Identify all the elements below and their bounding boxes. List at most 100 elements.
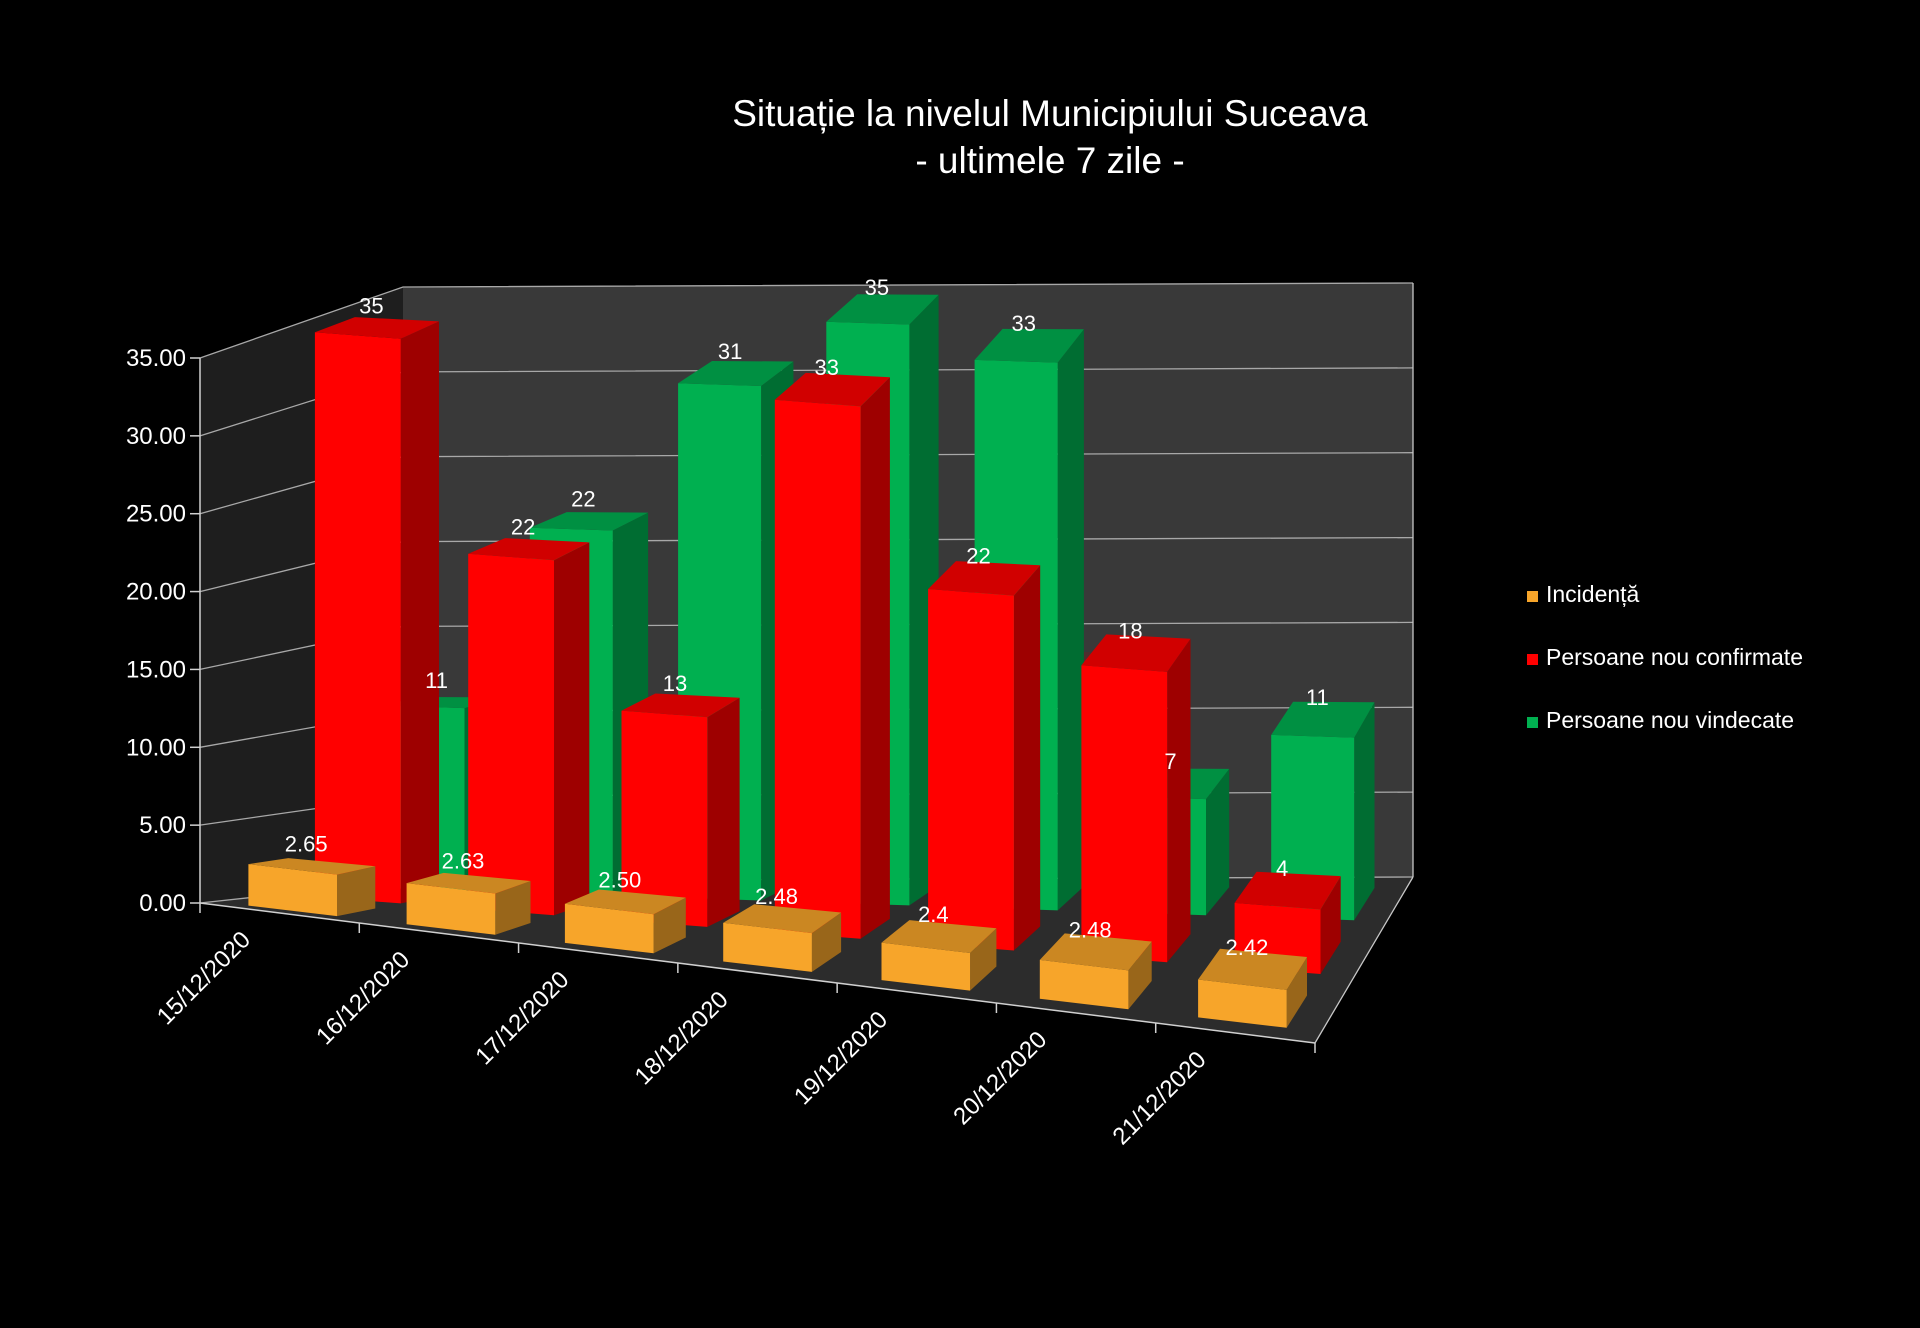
data-label: 22 [966, 544, 990, 569]
bar-side [1057, 329, 1084, 911]
legend: Incidență Persoane nou confirmate Persoane… [1527, 581, 1803, 733]
y-tick-label: 20.00 [126, 579, 186, 606]
legend-swatch [1527, 654, 1538, 665]
bar [774, 372, 890, 939]
bar-front [723, 922, 812, 972]
bar-side [400, 321, 439, 904]
y-tick-label: 5.00 [139, 812, 186, 839]
bar [406, 872, 531, 935]
chart-title-line-2: - ultimele 7 zile - [915, 140, 1184, 181]
legend-label: Persoane nou vindecate [1546, 707, 1794, 733]
bar-top [248, 858, 376, 875]
bar-front [314, 332, 401, 904]
bar-top [468, 538, 590, 561]
data-label: 2.48 [755, 884, 798, 909]
bar [881, 920, 997, 991]
data-label: 11 [425, 668, 448, 693]
x-axis-line [199, 902, 1316, 1044]
bar-side [495, 881, 531, 935]
bar-front [248, 864, 337, 917]
legend-swatch [1527, 717, 1538, 728]
bar-front [564, 903, 654, 954]
chart-title-line-1: Situație la nivelul Municipiului Suceava [732, 93, 1368, 134]
bar-side [554, 542, 590, 916]
y-tick-label: 35.00 [126, 345, 186, 372]
bar-side [860, 377, 890, 939]
y-tick-label: 10.00 [126, 734, 186, 761]
bar [564, 889, 686, 954]
legend-label: Incidență [1546, 581, 1640, 607]
bar-front [1198, 979, 1287, 1028]
data-label: 2.63 [442, 849, 485, 874]
bar-front [1081, 665, 1168, 963]
bar-side [707, 697, 740, 927]
bar-side [1206, 768, 1230, 916]
data-labels: 11 22 31 35 33 7 11 35 22 13 33 22 18 4 2.65 2.63 2.50 2.… [285, 275, 1329, 960]
bar-top [826, 294, 939, 325]
data-label: 31 [718, 339, 742, 364]
legend-item: Persoane nou confirmate [1527, 644, 1803, 670]
data-label: 2.4 [918, 902, 949, 927]
data-label: 35 [359, 293, 383, 318]
bar-front [774, 399, 861, 939]
y-tick-label: 30.00 [126, 423, 186, 450]
bar-side [1286, 957, 1307, 1028]
data-label: 22 [571, 487, 595, 512]
bar-top [928, 561, 1041, 596]
data-label: 7 [1164, 749, 1176, 774]
bar-side [337, 866, 376, 917]
bar-side [653, 897, 686, 954]
y-axis: 0.00 5.00 10.00 15.00 20.00 25.00 30.00 35.00 [126, 345, 201, 917]
bar [248, 858, 376, 917]
bar-side [1320, 876, 1341, 974]
bar-front [928, 589, 1014, 951]
data-label: 22 [511, 515, 535, 540]
data-label: 11 [1306, 685, 1329, 710]
bar-top [1198, 948, 1307, 990]
legend-item: Incidență [1527, 581, 1640, 607]
bar-top [529, 512, 649, 531]
bar-top [621, 693, 740, 718]
legend-swatch [1527, 591, 1538, 602]
bar-front [406, 883, 496, 935]
bar-front [881, 942, 971, 991]
bar [723, 904, 842, 972]
bar-top [881, 920, 997, 953]
bar [1039, 933, 1152, 1010]
bar-side [811, 912, 842, 972]
legend-label: Persoane nou confirmate [1546, 644, 1803, 670]
bar-top [678, 361, 794, 386]
bar-top [1081, 634, 1191, 672]
data-label: 2.42 [1226, 935, 1269, 960]
legend-item: Persoane nou vindecate [1527, 707, 1794, 733]
data-label: 33 [815, 355, 839, 380]
bar-top [1271, 701, 1375, 738]
bar-top [406, 872, 531, 894]
bar-top [564, 889, 686, 915]
bar-side [1128, 941, 1152, 1010]
bar-side [1354, 702, 1375, 921]
bar-side [1167, 638, 1191, 963]
gridline [199, 282, 1414, 359]
bar-front [1039, 959, 1129, 1010]
bar-top [974, 328, 1084, 363]
bar-front [468, 553, 554, 916]
bar [1234, 871, 1341, 974]
bar-top [314, 317, 439, 339]
y-tick-label: 0.00 [139, 890, 186, 917]
chart-title: Situație la nivelul Municipiului Suceava… [732, 93, 1368, 181]
y-tick-label: 15.00 [126, 656, 186, 683]
data-label: 33 [1011, 311, 1035, 336]
y-tick-label: 25.00 [126, 501, 186, 528]
data-label: 13 [663, 671, 687, 696]
bar [1198, 948, 1307, 1028]
bar-top [723, 904, 842, 934]
data-label: 2.50 [598, 867, 641, 892]
data-label: 18 [1118, 619, 1142, 644]
bar-side [1013, 565, 1041, 951]
floor-right-edge [1314, 876, 1414, 1044]
bar-top [1234, 871, 1341, 910]
bar [1081, 634, 1191, 963]
data-label: 35 [865, 275, 889, 300]
